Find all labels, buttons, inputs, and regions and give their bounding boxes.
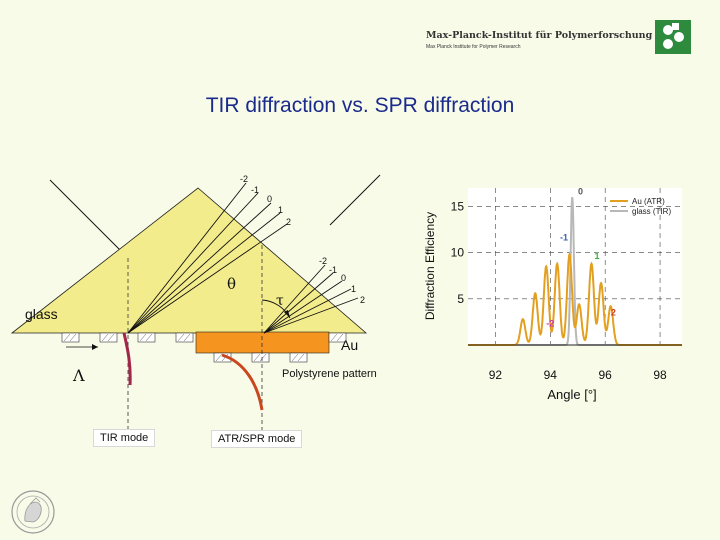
order-annotation: 2	[611, 307, 616, 317]
polystyrene-pattern-label: Polystyrene pattern	[282, 368, 377, 380]
y-axis-label: Diffraction Efficiency	[423, 212, 437, 320]
order-label-top-minus2: -2	[240, 174, 249, 184]
tau-symbol: τ	[276, 293, 284, 309]
order-label-right-0: 0	[341, 273, 347, 283]
x-tick-label: 92	[489, 368, 503, 382]
glass-label: glass	[25, 306, 58, 322]
period-arrowhead	[92, 344, 98, 350]
tir-mode-label: TIR mode	[93, 429, 156, 447]
tir-diffraction-orders	[127, 182, 288, 334]
polystyrene-pattern	[61, 332, 347, 363]
lambda-symbol: Λ	[73, 366, 85, 385]
y-tick-label: 10	[451, 246, 465, 260]
institute-subtitle: Max Planck Institute for Polymer Researc…	[426, 44, 521, 50]
order-annotation: 0	[578, 186, 583, 196]
legend-label: Au (ATR)	[632, 197, 665, 206]
page-title: TIR diffraction vs. SPR diffraction	[205, 94, 515, 117]
order-label-right-1: 1	[351, 284, 357, 294]
order-label-right-minus1: -1	[329, 265, 338, 275]
order-annotation: -1	[560, 233, 568, 243]
atr-mode-curve	[221, 353, 264, 411]
au-label: Au	[341, 337, 359, 353]
order-label-right-minus2: -2	[319, 256, 328, 266]
order-label-top-0: 0	[267, 194, 273, 204]
order-label-top-minus1: -1	[251, 185, 260, 195]
x-tick-label: 94	[544, 368, 558, 382]
x-tick-label: 98	[653, 368, 667, 382]
y-tick-label: 5	[457, 292, 464, 306]
diffraction-diagram	[10, 174, 381, 440]
theta-symbol: θ	[227, 275, 237, 293]
spr-diffraction-orders	[263, 264, 359, 334]
mpi-logo-icon	[655, 20, 691, 54]
glass-prism	[10, 187, 368, 334]
order-label-top-1: 1	[278, 205, 284, 215]
institute-name: Max-Planck-Institut für Polymerforschung	[426, 30, 653, 41]
legend-label: glass (TIR)	[632, 207, 671, 216]
order-annotation: 1	[594, 251, 599, 261]
gold-film	[195, 331, 330, 354]
minerva-seal-icon	[11, 490, 55, 534]
tir-mode-curve	[122, 332, 132, 386]
order-annotation: -2	[546, 319, 554, 329]
x-tick-label: 96	[598, 368, 612, 382]
order-label-right-2: 2	[360, 295, 366, 305]
x-axis-label: Angle [°]	[547, 387, 596, 402]
pattern-hatching	[63, 333, 344, 362]
y-tick-label: 15	[451, 199, 465, 213]
tau-arrowhead	[284, 310, 290, 318]
diffraction-efficiency-chart: 5 10 15 92 94 96 98 0 -1 1 -2 2 Au (ATR)glass (TIR…	[423, 186, 682, 402]
order-label-top-2: 2	[286, 217, 292, 227]
atr-mode-label: ATR/SPR mode	[211, 430, 303, 448]
incident-line-right	[329, 174, 381, 226]
